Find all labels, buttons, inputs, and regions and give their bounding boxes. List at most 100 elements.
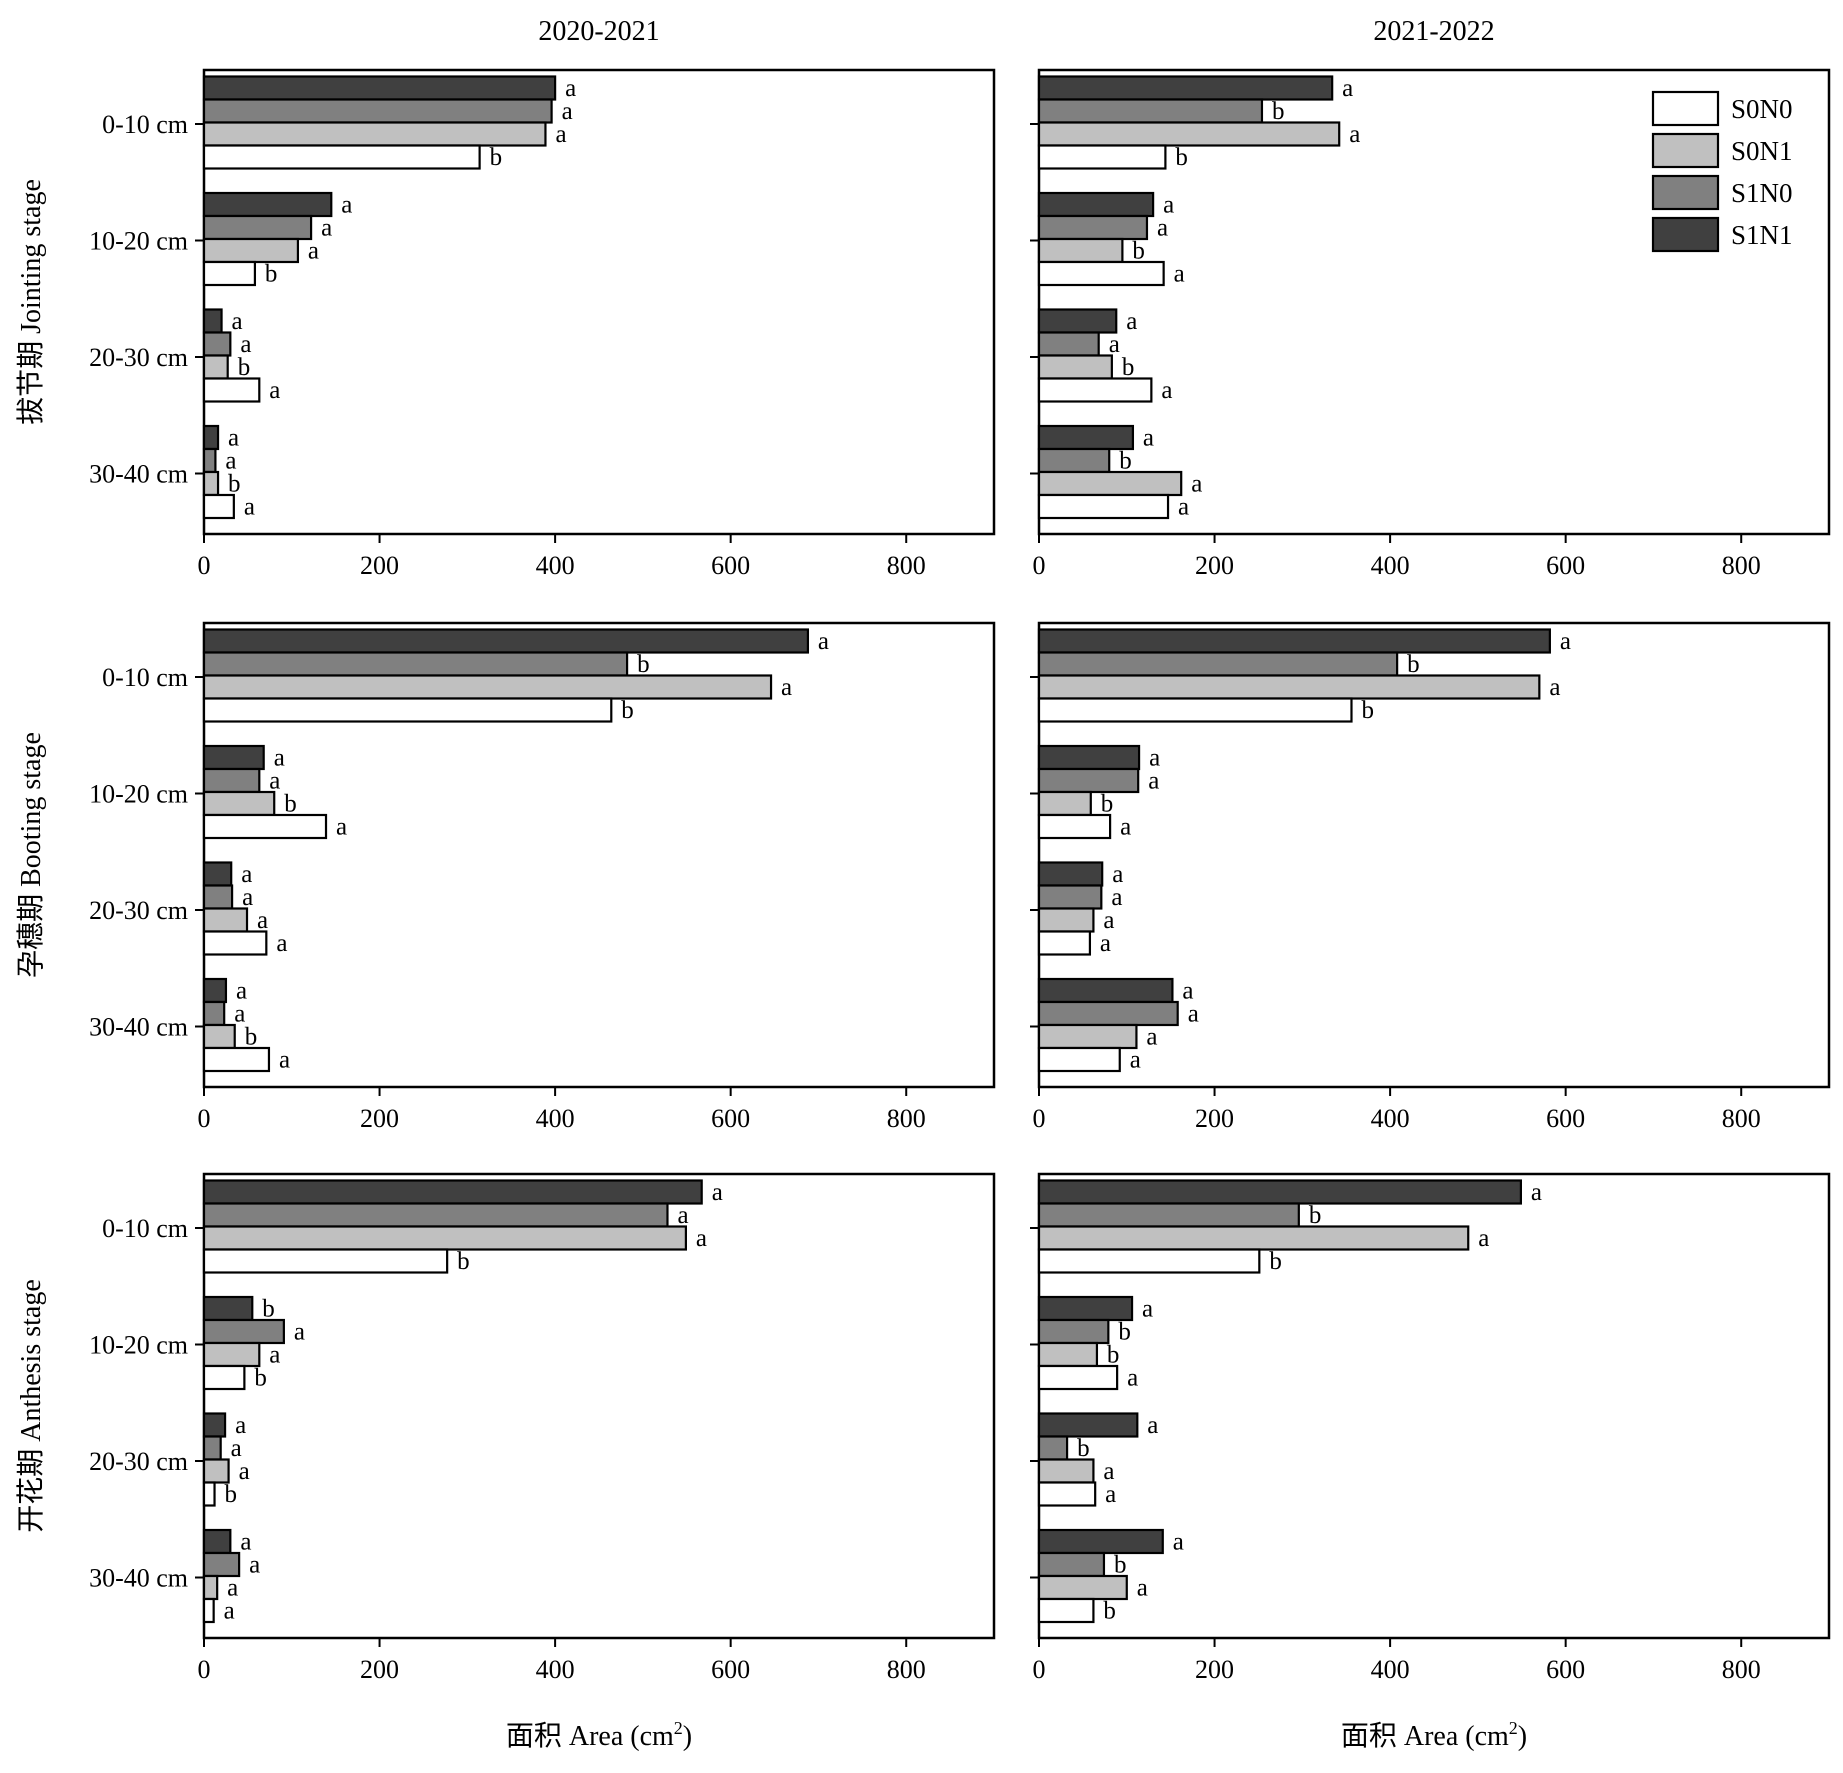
significance-label: a — [269, 377, 280, 404]
bar-s0n1 — [1037, 674, 1541, 700]
legend-label: S0N0 — [1731, 94, 1793, 124]
significance-label: b — [1114, 1552, 1127, 1579]
bar-s1n1 — [1037, 977, 1174, 1004]
significance-label: a — [562, 98, 573, 125]
x-tick-label: 600 — [711, 1104, 750, 1133]
bar-s1n0 — [1037, 331, 1100, 357]
bar-s0n0 — [202, 1481, 216, 1507]
bar-s1n1 — [1037, 628, 1551, 654]
significance-label: a — [1137, 1575, 1148, 1602]
bar-s1n1 — [1037, 1412, 1139, 1438]
significance-label: b — [245, 1024, 258, 1051]
bar-s0n0 — [1037, 493, 1170, 520]
significance-label: a — [1126, 308, 1137, 335]
bar-s0n1 — [202, 121, 547, 147]
significance-label: a — [279, 1047, 290, 1074]
bar-s0n0 — [202, 813, 328, 840]
significance-label: a — [677, 1202, 688, 1229]
significance-label: a — [269, 1342, 280, 1369]
significance-label: a — [1143, 425, 1154, 452]
x-tick-label: 400 — [1371, 1655, 1410, 1684]
bar-s1n0 — [1037, 214, 1149, 241]
legend-swatch — [1651, 216, 1720, 253]
bar-s0n1 — [1037, 1458, 1095, 1484]
significance-label: a — [1148, 768, 1159, 795]
significance-label: a — [1157, 215, 1168, 242]
row-labels: 拔节期 Jointing stage 孕穗期 Booting stage 开花期 A… — [15, 179, 47, 1533]
significance-label: b — [265, 261, 278, 288]
x-tick-label: 200 — [1195, 1104, 1234, 1133]
plot-frame — [1037, 68, 1831, 536]
significance-label: a — [1560, 628, 1571, 655]
significance-label: b — [1107, 1342, 1120, 1369]
x-tick-label: 800 — [1722, 1655, 1761, 1684]
x-tick-label: 0 — [1033, 551, 1046, 580]
significance-label: b — [457, 1248, 470, 1275]
significance-label: a — [239, 1458, 250, 1485]
legend-label: S0N1 — [1731, 136, 1793, 166]
bar-s0n0 — [1037, 1364, 1119, 1391]
significance-label: a — [1142, 1296, 1153, 1323]
significance-label: a — [1191, 471, 1202, 498]
bar-s1n1 — [202, 191, 333, 218]
bar-s0n0 — [1037, 1481, 1097, 1507]
bar-s1n0 — [1037, 884, 1103, 910]
x-tick-label: 600 — [1546, 1104, 1585, 1133]
significance-label: a — [1161, 377, 1172, 404]
bar-s1n1 — [202, 628, 810, 654]
significance-label: a — [1182, 978, 1193, 1005]
significance-label: a — [555, 121, 566, 148]
bar-s1n1 — [202, 1528, 232, 1555]
bar-s1n1 — [1037, 744, 1141, 771]
significance-label: b — [1101, 791, 1114, 818]
significance-label: a — [269, 768, 280, 795]
significance-label: a — [240, 1529, 251, 1556]
significance-label: a — [341, 192, 352, 219]
bar-s0n0 — [1037, 1597, 1095, 1624]
significance-label: a — [565, 75, 576, 102]
bar-s0n0 — [202, 930, 268, 956]
legend-label: S1N0 — [1731, 178, 1793, 208]
bar-s1n0 — [1037, 1000, 1179, 1027]
bar-s1n1 — [202, 308, 223, 334]
y-category-label: 10-20 cm — [89, 780, 188, 809]
significance-label: b — [228, 471, 241, 498]
significance-label: a — [249, 1552, 260, 1579]
bar-s0n1 — [202, 1023, 236, 1050]
bar-s1n1 — [1037, 308, 1118, 334]
significance-label: a — [225, 448, 236, 475]
bar-s0n0 — [1037, 260, 1165, 287]
y-category-label: 30-40 cm — [89, 460, 188, 489]
significance-label: a — [257, 907, 268, 934]
significance-label: a — [276, 930, 287, 957]
significance-label: a — [234, 1001, 245, 1028]
significance-label: b — [1118, 1319, 1131, 1346]
significance-label: b — [1407, 651, 1420, 678]
bar-s1n1 — [1037, 75, 1334, 101]
bar-s0n0 — [202, 260, 257, 287]
bar-s1n1 — [202, 744, 265, 771]
y-category-label: 30-40 cm — [89, 1564, 188, 1593]
bar-s1n0 — [1037, 1551, 1106, 1578]
significance-label: a — [1103, 907, 1114, 934]
bar-s0n0 — [1037, 144, 1167, 170]
y-category-label: 10-20 cm — [89, 1331, 188, 1360]
x-tick-label: 0 — [1033, 1655, 1046, 1684]
x-tick-label: 0 — [198, 1104, 211, 1133]
bar-s0n1 — [1037, 1023, 1138, 1050]
bar-s1n0 — [202, 767, 261, 794]
legend-swatch — [1651, 132, 1720, 169]
significance-label: a — [1103, 1458, 1114, 1485]
significance-label: b — [1272, 98, 1285, 125]
bar-s0n0 — [202, 377, 261, 403]
plot-frame — [202, 68, 996, 536]
legend-swatch — [1651, 174, 1720, 211]
significance-label: a — [236, 978, 247, 1005]
significance-label: a — [1130, 1047, 1141, 1074]
bar-s0n1 — [202, 1225, 687, 1251]
significance-label: a — [294, 1319, 305, 1346]
bar-s0n0 — [202, 1248, 449, 1274]
significance-label: b — [1269, 1248, 1282, 1275]
x-tick-label: 800 — [887, 551, 926, 580]
plot-frame — [1037, 1172, 1831, 1640]
